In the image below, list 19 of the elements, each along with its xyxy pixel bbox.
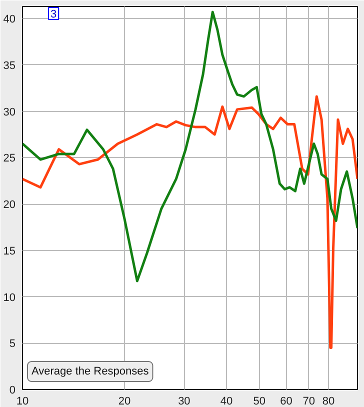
x-tick-label: 70 [302,396,316,407]
y-tick-label: 40 [3,14,16,26]
y-tick-label: 30 [3,106,16,118]
x-tick-label: 30 [178,396,190,407]
y-tick-label: 35 [3,60,16,72]
x-tick-label: 50 [253,396,266,407]
x-tick-label: 40 [220,396,233,407]
y-tick-label: 0 [9,384,16,396]
annotation: 3 [50,8,57,20]
annotation: Average the Responses [32,366,150,378]
y-tick-label: 25 [3,152,16,165]
y-tick-label: 15 [3,245,16,258]
y-tick-label: 10 [3,292,16,304]
x-tick-label: 10 [16,396,29,407]
y-tick-label: 20 [3,199,16,212]
y-tick-label: 5 [9,338,16,350]
x-tick-label: 80 [322,396,335,407]
x-tick-label: 20 [118,396,131,407]
x-tick-label: 60 [280,396,292,407]
